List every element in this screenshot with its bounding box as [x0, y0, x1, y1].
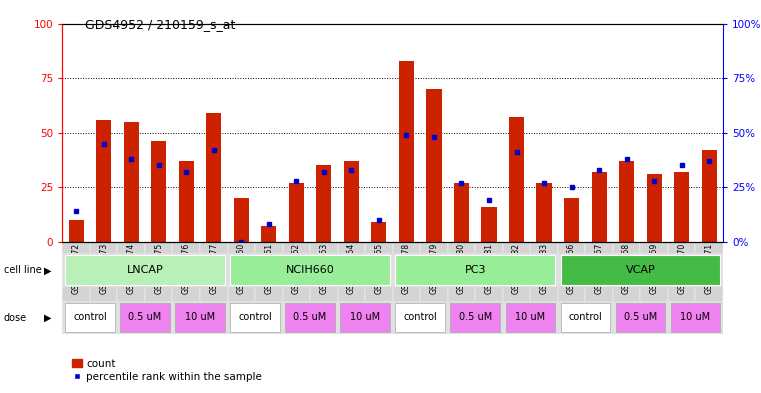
Bar	[696, 242, 723, 319]
Bar	[613, 242, 640, 319]
Bar	[647, 174, 662, 242]
Bar	[173, 242, 200, 319]
Bar	[619, 161, 634, 242]
Bar	[668, 242, 696, 319]
Bar	[310, 242, 338, 319]
FancyBboxPatch shape	[451, 303, 500, 332]
Bar	[151, 141, 167, 242]
FancyBboxPatch shape	[231, 255, 390, 285]
Bar	[288, 183, 304, 242]
Bar	[117, 242, 145, 319]
Text: control: control	[73, 312, 107, 322]
Bar	[255, 242, 282, 319]
FancyBboxPatch shape	[120, 303, 170, 332]
Text: dose: dose	[4, 312, 27, 323]
Text: 0.5 uM: 0.5 uM	[294, 312, 326, 322]
Bar	[344, 161, 359, 242]
Bar	[482, 207, 497, 242]
Text: LNCAP: LNCAP	[126, 264, 164, 275]
Bar	[674, 172, 689, 242]
Legend: count, percentile rank within the sample: count, percentile rank within the sample	[68, 354, 266, 386]
Bar	[475, 242, 503, 319]
Text: 10 uM: 10 uM	[515, 312, 546, 322]
Bar	[68, 220, 84, 242]
Bar	[591, 172, 607, 242]
Text: 0.5 uM: 0.5 uM	[459, 312, 492, 322]
Bar	[317, 165, 332, 242]
FancyBboxPatch shape	[396, 255, 555, 285]
Text: cell line: cell line	[4, 265, 42, 275]
Bar	[90, 242, 117, 319]
Bar	[96, 119, 111, 242]
Text: 0.5 uM: 0.5 uM	[624, 312, 657, 322]
FancyBboxPatch shape	[231, 303, 280, 332]
FancyBboxPatch shape	[670, 303, 720, 332]
Bar	[371, 222, 387, 242]
Bar	[338, 242, 365, 319]
Text: PC3: PC3	[464, 264, 486, 275]
Text: control: control	[568, 312, 602, 322]
FancyBboxPatch shape	[175, 303, 224, 332]
FancyBboxPatch shape	[285, 303, 335, 332]
FancyBboxPatch shape	[616, 303, 665, 332]
FancyBboxPatch shape	[561, 255, 720, 285]
Bar	[179, 161, 194, 242]
Bar	[393, 242, 420, 319]
Bar	[200, 242, 228, 319]
Bar	[509, 118, 524, 242]
Text: ▶: ▶	[44, 312, 52, 323]
Text: 10 uM: 10 uM	[350, 312, 380, 322]
Bar	[558, 242, 585, 319]
Bar	[420, 242, 447, 319]
Text: 0.5 uM: 0.5 uM	[129, 312, 161, 322]
Bar	[206, 113, 221, 242]
Bar	[640, 242, 668, 319]
Text: ▶: ▶	[44, 265, 52, 275]
FancyBboxPatch shape	[65, 255, 224, 285]
Text: VCAP: VCAP	[626, 264, 655, 275]
Bar	[62, 242, 90, 319]
FancyBboxPatch shape	[396, 303, 445, 332]
Bar	[234, 198, 249, 242]
Bar	[365, 242, 393, 319]
Text: control: control	[403, 312, 437, 322]
Text: control: control	[238, 312, 272, 322]
Bar	[123, 122, 139, 242]
FancyBboxPatch shape	[561, 303, 610, 332]
FancyBboxPatch shape	[65, 303, 115, 332]
Bar	[503, 242, 530, 319]
Bar	[530, 242, 558, 319]
FancyBboxPatch shape	[505, 303, 555, 332]
Bar	[399, 61, 414, 242]
Bar	[447, 242, 475, 319]
Bar	[426, 89, 441, 242]
Text: GDS4952 / 210159_s_at: GDS4952 / 210159_s_at	[85, 18, 236, 31]
Bar	[702, 150, 717, 242]
Bar	[261, 226, 276, 242]
Bar	[537, 183, 552, 242]
Bar	[564, 198, 579, 242]
Bar	[585, 242, 613, 319]
Text: NCIH660: NCIH660	[285, 264, 335, 275]
Bar	[145, 242, 173, 319]
Text: 10 uM: 10 uM	[185, 312, 215, 322]
Bar	[282, 242, 310, 319]
Text: 10 uM: 10 uM	[680, 312, 711, 322]
Bar	[228, 242, 255, 319]
Bar	[454, 183, 469, 242]
FancyBboxPatch shape	[340, 303, 390, 332]
